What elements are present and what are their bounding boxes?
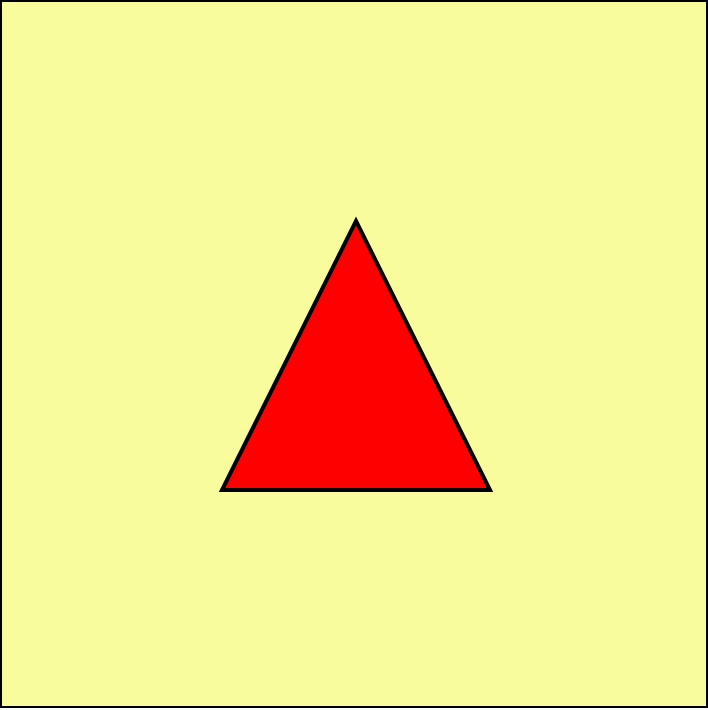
red-triangle	[218, 216, 494, 492]
